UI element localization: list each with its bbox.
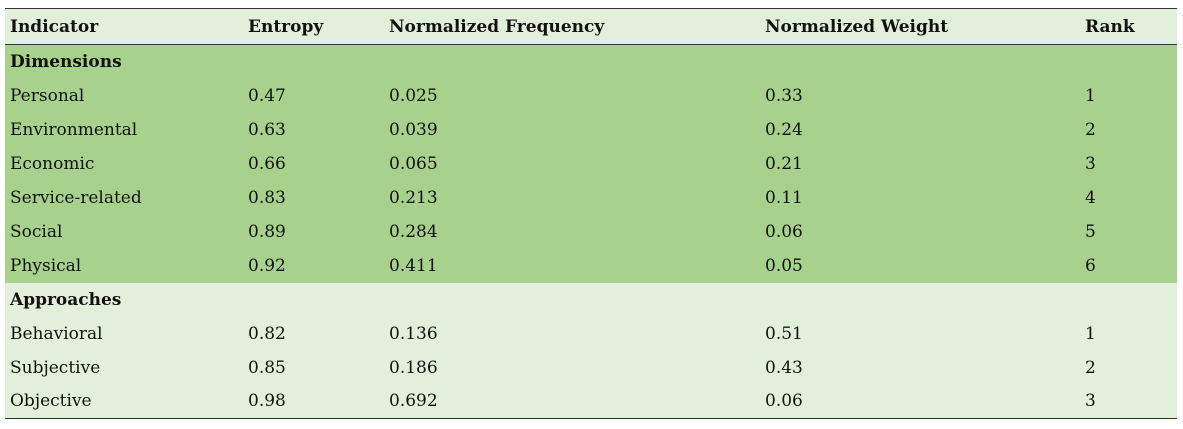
cell-rank: 1 bbox=[1085, 85, 1096, 106]
table-row: Service-related 0.83 0.213 0.11 4 bbox=[5, 180, 1177, 215]
cell-rank: 3 bbox=[1085, 153, 1096, 174]
cell-rank: 3 bbox=[1080, 384, 1177, 419]
cell-indicator: Subjective bbox=[10, 357, 101, 378]
cell-normalized-frequency: 0.213 bbox=[389, 187, 438, 208]
table-row: Subjective 0.85 0.186 0.43 2 bbox=[5, 350, 1177, 385]
cell-normalized-weight: 0.06 bbox=[760, 384, 1080, 419]
cell-normalized-weight: 0.21 bbox=[765, 153, 803, 174]
section-title: Approaches bbox=[10, 289, 122, 310]
cell-normalized-frequency: 0.065 bbox=[389, 153, 438, 174]
table-row: Physical 0.92 0.411 0.05 6 bbox=[5, 248, 1177, 283]
cell-indicator: Objective bbox=[5, 384, 243, 419]
cell-entropy: 0.98 bbox=[243, 384, 384, 419]
cell-rank: 2 bbox=[1085, 357, 1096, 378]
cell-normalized-frequency: 0.692 bbox=[384, 384, 760, 419]
indicator-table-container: Indicator Entropy Normalized Frequency N… bbox=[5, 8, 1177, 419]
cell-rank: 6 bbox=[1085, 255, 1096, 276]
header-indicator: Indicator bbox=[5, 8, 243, 45]
cell-indicator: Environmental bbox=[10, 119, 138, 140]
cell-normalized-frequency: 0.186 bbox=[389, 357, 438, 378]
cell-normalized-frequency: 0.284 bbox=[389, 221, 438, 242]
cell-indicator: Personal bbox=[10, 85, 85, 106]
cell-indicator: Social bbox=[10, 221, 63, 242]
cell-entropy: 0.63 bbox=[248, 119, 286, 140]
cell-normalized-weight: 0.43 bbox=[765, 357, 803, 378]
cell-normalized-frequency: 0.136 bbox=[389, 323, 438, 344]
cell-rank: 1 bbox=[1085, 323, 1096, 344]
cell-normalized-weight: 0.05 bbox=[765, 255, 803, 276]
cell-normalized-frequency: 0.411 bbox=[389, 255, 438, 276]
cell-normalized-frequency: 0.025 bbox=[389, 85, 438, 106]
header-normalized-weight: Normalized Weight bbox=[760, 8, 1080, 45]
table-row: Objective 0.98 0.692 0.06 3 bbox=[5, 384, 1177, 419]
table-row: Social 0.89 0.284 0.06 5 bbox=[5, 214, 1177, 249]
cell-entropy: 0.85 bbox=[248, 357, 286, 378]
section-title: Dimensions bbox=[10, 51, 122, 72]
cell-entropy: 0.89 bbox=[248, 221, 286, 242]
cell-rank: 2 bbox=[1085, 119, 1096, 140]
table-row: Environmental 0.63 0.039 0.24 2 bbox=[5, 112, 1177, 147]
cell-indicator: Physical bbox=[10, 255, 82, 276]
table-row: Personal 0.47 0.025 0.33 1 bbox=[5, 78, 1177, 113]
cell-normalized-weight: 0.33 bbox=[765, 85, 803, 106]
table-row: Behavioral 0.82 0.136 0.51 1 bbox=[5, 316, 1177, 351]
cell-normalized-weight: 0.51 bbox=[765, 323, 803, 344]
cell-entropy: 0.82 bbox=[248, 323, 286, 344]
section-row-dimensions: Dimensions bbox=[5, 44, 1177, 79]
section-row-approaches: Approaches bbox=[5, 282, 1177, 317]
cell-rank: 4 bbox=[1085, 187, 1096, 208]
header-row: Indicator Entropy Normalized Frequency N… bbox=[5, 8, 1177, 45]
cell-normalized-weight: 0.06 bbox=[765, 221, 803, 242]
cell-indicator: Economic bbox=[10, 153, 95, 174]
header-entropy: Entropy bbox=[243, 8, 384, 45]
cell-entropy: 0.83 bbox=[248, 187, 286, 208]
header-rank: Rank bbox=[1080, 8, 1177, 45]
cell-normalized-frequency: 0.039 bbox=[389, 119, 438, 140]
cell-entropy: 0.66 bbox=[248, 153, 286, 174]
table-header: Indicator Entropy Normalized Frequency N… bbox=[5, 8, 1177, 45]
table-body: Dimensions Personal 0.47 0.025 0.33 1 En… bbox=[5, 44, 1177, 419]
cell-indicator: Service-related bbox=[10, 187, 142, 208]
cell-normalized-weight: 0.24 bbox=[765, 119, 803, 140]
indicator-table: Indicator Entropy Normalized Frequency N… bbox=[5, 8, 1177, 419]
table-row: Economic 0.66 0.065 0.21 3 bbox=[5, 146, 1177, 181]
header-normalized-frequency: Normalized Frequency bbox=[384, 8, 760, 45]
cell-entropy: 0.47 bbox=[248, 85, 286, 106]
cell-normalized-weight: 0.11 bbox=[765, 187, 803, 208]
cell-indicator: Behavioral bbox=[10, 323, 103, 344]
cell-rank: 5 bbox=[1085, 221, 1096, 242]
cell-entropy: 0.92 bbox=[248, 255, 286, 276]
